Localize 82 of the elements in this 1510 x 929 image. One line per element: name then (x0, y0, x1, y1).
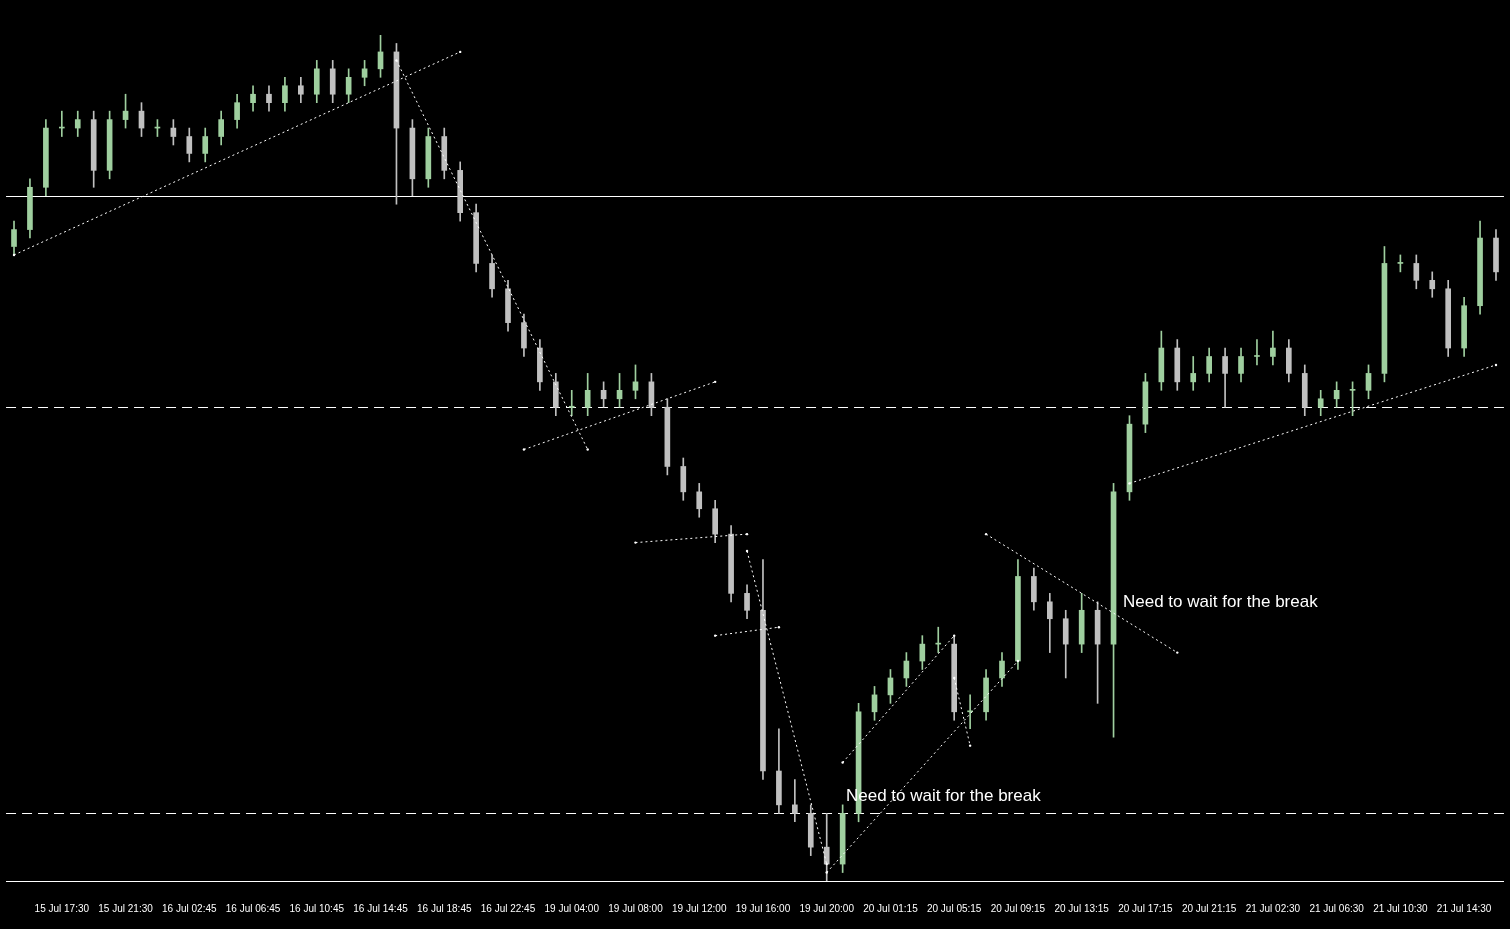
candlestick (74, 110, 81, 137)
candlestick (329, 60, 336, 104)
candlestick (250, 85, 256, 112)
candlestick (537, 339, 543, 391)
candlestick (1078, 593, 1085, 653)
candlestick (680, 457, 687, 501)
candlestick (298, 76, 304, 104)
candlestick (313, 60, 320, 104)
candlestick (234, 93, 240, 129)
x-tick-label: 21 Jul 06:30 (1309, 902, 1365, 914)
candlestick (1286, 339, 1292, 383)
candlestick (760, 559, 766, 780)
x-tick-label: 15 Jul 17:30 (34, 902, 90, 914)
candlestick (999, 652, 1005, 687)
candlestick (792, 779, 798, 823)
candlestick (43, 119, 49, 197)
candlestick (505, 280, 511, 332)
candlestick (27, 178, 33, 239)
candlestick (967, 694, 973, 730)
candlestick (568, 389, 575, 417)
x-tick-label: 20 Jul 01:15 (863, 902, 919, 914)
candlestick (1190, 356, 1197, 391)
candlestick (1270, 330, 1276, 366)
candlestick (521, 313, 527, 357)
candlestick (776, 728, 782, 814)
candlestick (1062, 609, 1069, 679)
annotation: Need to wait for the break (1123, 592, 1318, 612)
candlestick (1413, 254, 1420, 290)
candlestick (90, 110, 97, 188)
candlestick (983, 669, 989, 721)
candlestick (441, 127, 448, 180)
x-tick-label: 16 Jul 14:45 (353, 902, 409, 914)
candlestick (1206, 347, 1212, 383)
candlestick (552, 373, 559, 417)
x-tick-label: 20 Jul 05:15 (926, 902, 982, 914)
x-tick-label: 21 Jul 14:30 (1436, 902, 1492, 914)
candlestick (473, 203, 479, 273)
x-tick-label: 16 Jul 18:45 (417, 902, 472, 914)
x-tick-label: 20 Jul 13:15 (1054, 902, 1110, 914)
candlestick (266, 85, 272, 112)
x-tick-label: 19 Jul 16:00 (735, 902, 791, 914)
candlestick (1031, 567, 1037, 611)
candlestick (919, 635, 926, 670)
x-tick-label: 19 Jul 04:00 (544, 902, 600, 914)
x-tick-label: 16 Jul 06:45 (225, 902, 281, 914)
candlestick (1046, 593, 1053, 653)
x-tick-label: 20 Jul 21:15 (1181, 902, 1237, 914)
candlestick (425, 127, 432, 188)
candlestick (202, 127, 209, 163)
candlestick (1445, 280, 1452, 357)
x-tick-label: 16 Jul 10:45 (289, 902, 345, 914)
candlestick (1174, 339, 1181, 391)
x-tick-label: 16 Jul 22:45 (480, 902, 536, 914)
x-tick-label: 20 Jul 09:15 (990, 902, 1046, 914)
candlestick (744, 584, 750, 620)
candlestick (1477, 220, 1483, 315)
x-tick-label: 16 Jul 02:45 (162, 902, 217, 914)
candlestick (1429, 271, 1436, 298)
candlestick (696, 483, 703, 518)
x-tick-label: 15 Jul 21:30 (98, 902, 154, 914)
candlestick (186, 127, 193, 163)
candlestick (1317, 389, 1324, 417)
candlestick (218, 110, 224, 146)
x-tick-label: 19 Jul 08:00 (608, 902, 664, 914)
candlestick (1254, 339, 1260, 366)
candlestick (712, 499, 718, 543)
x-tick-label: 21 Jul 02:30 (1245, 902, 1301, 914)
candlestick (1222, 347, 1228, 408)
candlestick (728, 525, 734, 603)
x-tick-label: 20 Jul 17:15 (1118, 902, 1174, 914)
candlestick (282, 76, 288, 112)
candlestick (457, 161, 464, 222)
candlestick (807, 804, 814, 856)
candlestick (489, 254, 495, 298)
x-tick-label: 19 Jul 12:00 (671, 902, 727, 914)
candlestick (1493, 229, 1499, 281)
candlestick (1238, 347, 1244, 383)
candlestick (1461, 296, 1467, 357)
candlestick (1301, 364, 1308, 417)
x-tick-label: 21 Jul 10:30 (1373, 902, 1429, 914)
candlestick (584, 373, 591, 417)
x-tick-label: 19 Jul 20:00 (799, 902, 855, 914)
